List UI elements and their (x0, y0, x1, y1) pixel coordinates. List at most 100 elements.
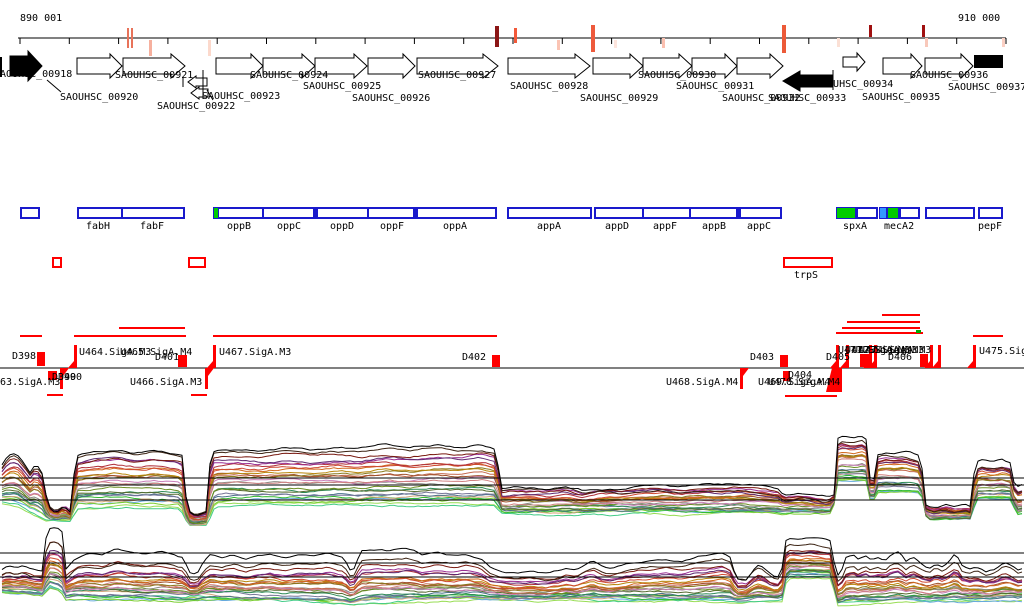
promoter-flag-up[interactable] (869, 345, 872, 368)
gene-arrow[interactable] (314, 52, 368, 80)
terminator-box[interactable] (780, 355, 788, 367)
gene-label[interactable]: SAOUHSC_00935 (862, 92, 941, 103)
operon-box[interactable] (20, 207, 40, 219)
terminator-box[interactable] (492, 355, 500, 367)
signal-label[interactable]: U468.SigA.M4 (666, 377, 739, 388)
gene-label[interactable]: SAOUHSC_00934 (815, 79, 894, 90)
signal-label[interactable]: U463.SigA.M3 (0, 377, 61, 388)
promoter-flag-up[interactable] (930, 345, 933, 368)
terminator-box[interactable] (920, 354, 928, 367)
signal-label[interactable]: U469.SigA.M4 (758, 377, 831, 388)
operon-label[interactable]: spxA (843, 221, 868, 232)
gene-label[interactable]: SAOUHSC_00924 (250, 70, 329, 81)
gene-label[interactable]: SAOUHSC_00926 (352, 93, 431, 104)
signal-label[interactable]: U471.SigA.M3 (838, 345, 911, 356)
signal-label[interactable]: D401 (155, 352, 180, 363)
operon-colored-segment[interactable] (879, 207, 887, 219)
operon-label[interactable]: oppD (330, 221, 355, 232)
signal-label[interactable]: U467.SigA.M3 (219, 347, 292, 358)
promoter-flag-up[interactable] (973, 345, 976, 368)
signal-label[interactable]: D400 (58, 372, 83, 383)
signal-label[interactable]: D406 (888, 352, 913, 363)
gene-arrow[interactable] (262, 52, 316, 80)
signal-label[interactable]: U470.SigA.M4 (768, 377, 841, 388)
gene-arrow[interactable] (924, 52, 974, 80)
promoter-flag-down[interactable] (740, 368, 743, 389)
gene-arrow[interactable] (642, 52, 693, 80)
promoter-flag-up[interactable] (213, 345, 216, 368)
gene-arrow-reverse[interactable] (782, 70, 834, 92)
promoter-flag-down[interactable] (60, 368, 63, 389)
gene-label[interactable]: SAOUHSC_00928 (510, 81, 589, 92)
signal-label[interactable]: D402 (462, 352, 487, 363)
operon-colored-segment[interactable] (836, 207, 856, 219)
gene-arrow[interactable] (691, 52, 738, 80)
signal-label[interactable]: U474.SigA.M3 (859, 345, 932, 356)
gene-arrow[interactable] (122, 52, 186, 80)
signal-label[interactable]: U472.SigA.M3 (845, 345, 918, 356)
gene-label[interactable]: SAOUHSC_00920 (60, 92, 139, 103)
red-feature-box[interactable] (783, 257, 833, 268)
promoter-flag-up[interactable] (836, 345, 839, 368)
signal-label[interactable]: U473.SigA.M3 (852, 345, 925, 356)
signal-label[interactable]: D404 (788, 370, 813, 381)
operon-colored-segment[interactable] (213, 207, 219, 219)
gene-arrow[interactable] (187, 75, 208, 89)
gene-arrow[interactable] (367, 52, 416, 80)
gene-arrow[interactable] (842, 51, 866, 73)
terminator-box[interactable] (178, 355, 187, 367)
operon-label[interactable]: appF (653, 221, 678, 232)
gene-label[interactable]: SAOUHSC_00930 (638, 70, 717, 81)
operon-box[interactable] (899, 207, 920, 219)
gene-label[interactable]: SAOUHSC_00932 (722, 93, 801, 104)
gene-arrow[interactable] (592, 52, 644, 80)
signal-label[interactable]: U464.SigA.M3 (79, 347, 152, 358)
gene-arrow[interactable] (882, 52, 923, 80)
operon-colored-segment[interactable] (887, 207, 899, 219)
gene-label[interactable]: SAOUHSC_00929 (580, 93, 659, 104)
promoter-flag-up[interactable] (938, 345, 941, 368)
operon-box[interactable] (856, 207, 878, 219)
gene-label[interactable]: SAOUHSC_00937 (948, 82, 1024, 93)
gene-arrow[interactable] (416, 52, 499, 80)
gene-arrow[interactable] (9, 49, 43, 83)
promoter-flag-up[interactable] (74, 345, 77, 368)
gene-arrow[interactable] (215, 52, 264, 80)
gene-label[interactable]: SAOUHSC_00918 (0, 69, 73, 80)
promoter-flag-up[interactable] (874, 345, 877, 368)
gene-arrow[interactable] (76, 52, 123, 80)
operon-label[interactable]: mecA2 (884, 221, 915, 232)
gene-label[interactable]: SAOUHSC_00925 (303, 81, 382, 92)
operon-label[interactable]: appC (747, 221, 772, 232)
gene-label[interactable]: SAOUHSC_00931 (676, 81, 755, 92)
gene-label[interactable]: SAOUHSC_00923 (202, 91, 281, 102)
operon-label[interactable]: appB (702, 221, 727, 232)
gene-arrow[interactable] (736, 52, 784, 80)
terminator-box[interactable] (860, 354, 869, 367)
signal-label[interactable]: D405 (826, 352, 851, 363)
red-feature-label[interactable]: trpS (794, 270, 819, 281)
gene-arrow[interactable] (190, 86, 209, 100)
red-feature-box[interactable] (188, 257, 206, 268)
signal-label[interactable]: U466.SigA.M3 (130, 377, 203, 388)
gene-label[interactable]: SAOUHSC_00927 (418, 70, 497, 81)
terminator-box[interactable] (783, 371, 790, 381)
operon-box[interactable] (507, 207, 592, 219)
gene-label[interactable]: SAOUHSC_00922 (157, 101, 236, 112)
operon-label[interactable]: oppC (277, 221, 302, 232)
operon-label[interactable]: fabF (140, 221, 165, 232)
operon-label[interactable]: appD (605, 221, 630, 232)
signal-label[interactable]: D398 (12, 351, 37, 362)
operon-label[interactable]: fabH (86, 221, 111, 232)
operon-label[interactable]: oppF (380, 221, 405, 232)
promoter-flag-up[interactable] (846, 345, 849, 368)
operon-label[interactable]: pepF (978, 221, 1003, 232)
operon-box[interactable] (77, 207, 185, 219)
signal-label[interactable]: D403 (750, 352, 775, 363)
promoter-flag-down[interactable] (205, 368, 208, 389)
operon-box[interactable] (925, 207, 975, 219)
operon-box[interactable] (594, 207, 782, 219)
operon-label[interactable]: oppA (443, 221, 468, 232)
gene-black-box[interactable] (974, 55, 1003, 68)
red-feature-box[interactable] (52, 257, 62, 268)
